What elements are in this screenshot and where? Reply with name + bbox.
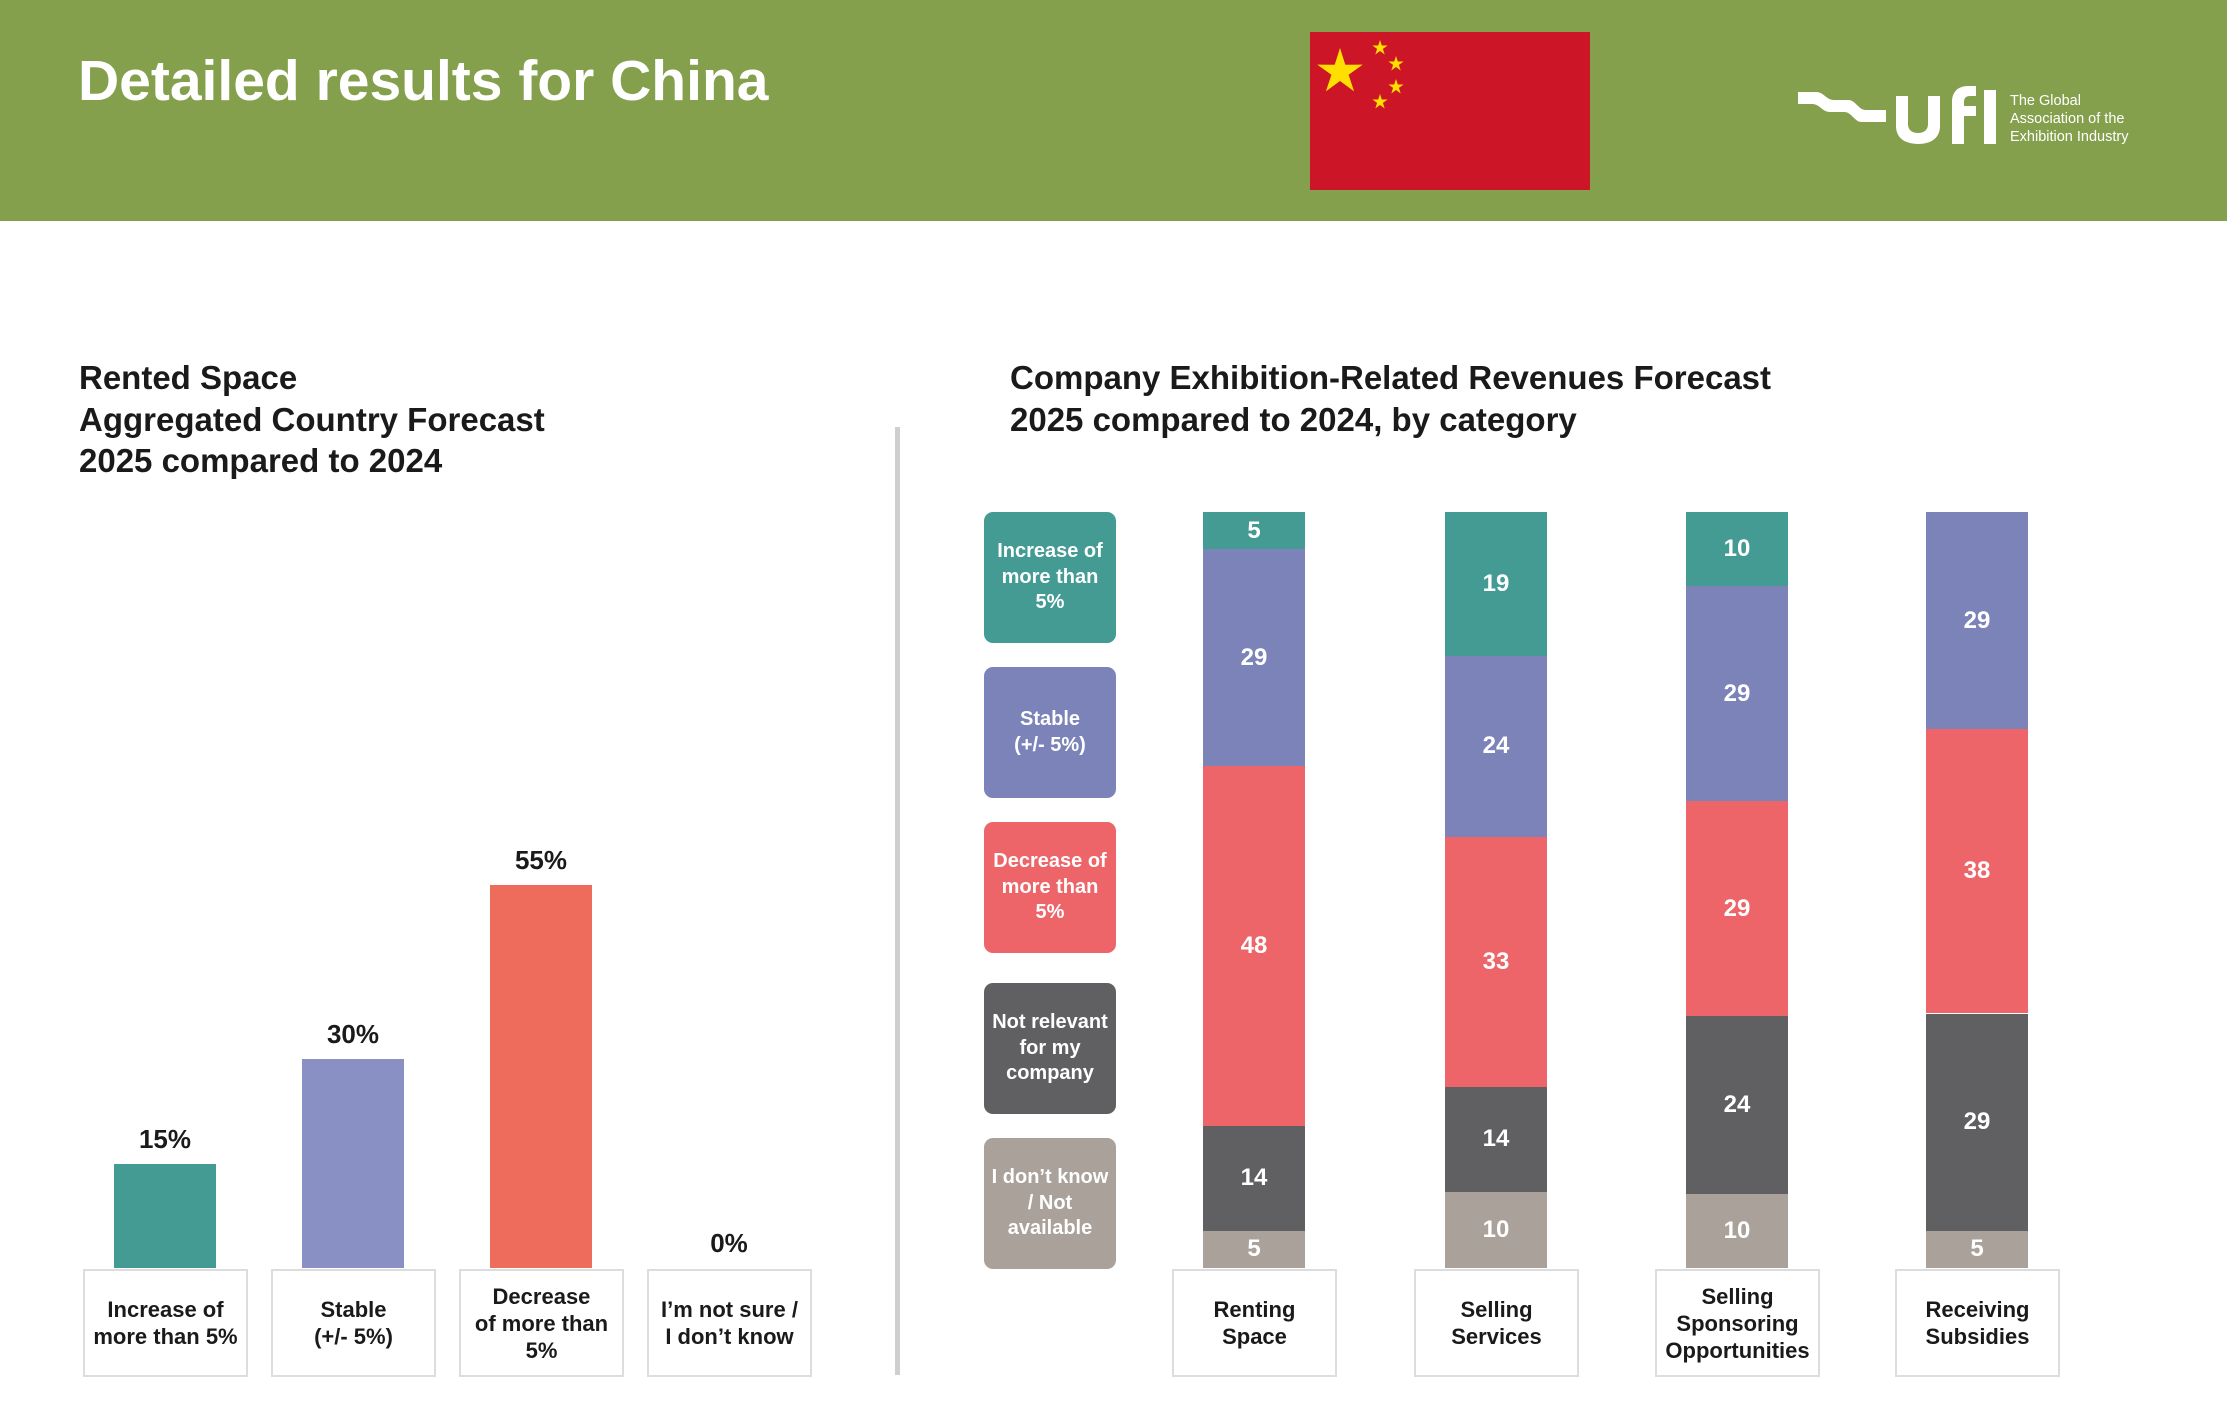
bar-value-label: 15% — [138, 1123, 192, 1154]
stacked-segment: 14 — [1203, 1125, 1305, 1231]
stacked-segment: 29 — [1686, 801, 1788, 1016]
stacked-segment: 29 — [1926, 512, 2028, 730]
stacked-segment: 10 — [1686, 1193, 1788, 1268]
stacked-segment: 29 — [1926, 1013, 2028, 1231]
ufi-logo-mark — [1798, 86, 1996, 144]
flag-small-star — [1372, 40, 1388, 55]
china-flag-stars — [1317, 40, 1404, 109]
bar — [302, 1059, 404, 1268]
legend-item: Decrease of more than 5% — [984, 822, 1116, 953]
category-label: Decrease of more than 5% — [459, 1269, 624, 1377]
legend-item: Stable (+/- 5%) — [984, 667, 1116, 798]
stacked-segment: 48 — [1203, 766, 1305, 1126]
ufi-letter-f — [1952, 86, 1976, 144]
ufi-letter-i — [1984, 90, 1996, 144]
category-label: Increase of more than 5% — [83, 1269, 248, 1377]
ufi-tagline-line: Association of the — [2010, 111, 2125, 127]
legend-item: Not relevant for my company — [984, 983, 1116, 1114]
category-label: Stable (+/- 5%) — [271, 1269, 436, 1377]
bar-value-label: 30% — [326, 1019, 380, 1050]
page-title: Detailed results for China — [78, 49, 769, 113]
bar-value-label: 0% — [710, 1228, 748, 1258]
ufi-logo: The Global Association of the Exhibition… — [1796, 86, 2176, 146]
header-banner: Detailed results for China The Global As… — [0, 0, 2227, 221]
stacked-segment: 33 — [1445, 837, 1547, 1087]
left-chart-title: Rented Space Aggregated Country Forecast… — [79, 357, 545, 482]
category-label: Selling Services — [1414, 1269, 1579, 1377]
right-chart-title: Company Exhibition-Related Revenues Fore… — [1010, 357, 1771, 440]
stacked-segment: 24 — [1686, 1016, 1788, 1194]
category-label: I’m not sure / I don’t know — [647, 1269, 812, 1377]
legend-item: I don’t know / Not available — [984, 1138, 1116, 1269]
china-flag-image — [1310, 32, 1590, 190]
right-chart-title-line: 2025 compared to 2024, by category — [1010, 400, 1577, 438]
flag-big-star — [1317, 48, 1363, 92]
bar — [114, 1163, 216, 1268]
flag-small-star — [1372, 94, 1388, 109]
flag-small-star — [1388, 79, 1404, 94]
category-label: Receiving Subsidies — [1895, 1269, 2060, 1377]
ufi-tagline-line: Exhibition Industry — [2010, 129, 2129, 145]
stacked-segment: 19 — [1445, 512, 1547, 656]
category-label: Renting Space — [1172, 1269, 1337, 1377]
right-chart-title-line: Company Exhibition-Related Revenues Fore… — [1010, 359, 1772, 396]
legend-item: Increase of more than 5% — [984, 512, 1116, 643]
bar-value-label: 55% — [514, 845, 568, 875]
ufi-letter-u — [1896, 96, 1940, 144]
section-divider — [895, 427, 900, 1375]
stacked-segment: 29 — [1686, 586, 1788, 802]
stacked-segment: 10 — [1445, 1192, 1547, 1268]
stacked-segment: 5 — [1203, 1230, 1305, 1268]
left-chart-title-line: Rented Space — [79, 359, 298, 396]
left-chart-title-line: 2025 compared to 2024 — [79, 442, 443, 479]
stacked-segment: 14 — [1445, 1086, 1547, 1193]
flag-small-star — [1388, 56, 1404, 71]
bar — [490, 885, 592, 1268]
stacked-segment: 5 — [1926, 1230, 2028, 1268]
stacked-segment: 5 — [1203, 512, 1305, 550]
ufi-wave-icon — [1798, 92, 1886, 122]
ufi-tagline-line: The Global — [2010, 93, 2081, 109]
stacked-segment: 38 — [1926, 729, 2028, 1014]
ufi-tagline: The Global Association of the Exhibition… — [2010, 92, 2128, 146]
stacked-segment: 10 — [1686, 512, 1788, 587]
stacked-segment: 29 — [1203, 549, 1305, 767]
category-label: Selling Sponsoring Opportunities — [1655, 1269, 1820, 1377]
stacked-segment: 24 — [1445, 655, 1547, 838]
left-chart-title-line: Aggregated Country Forecast — [79, 400, 545, 438]
